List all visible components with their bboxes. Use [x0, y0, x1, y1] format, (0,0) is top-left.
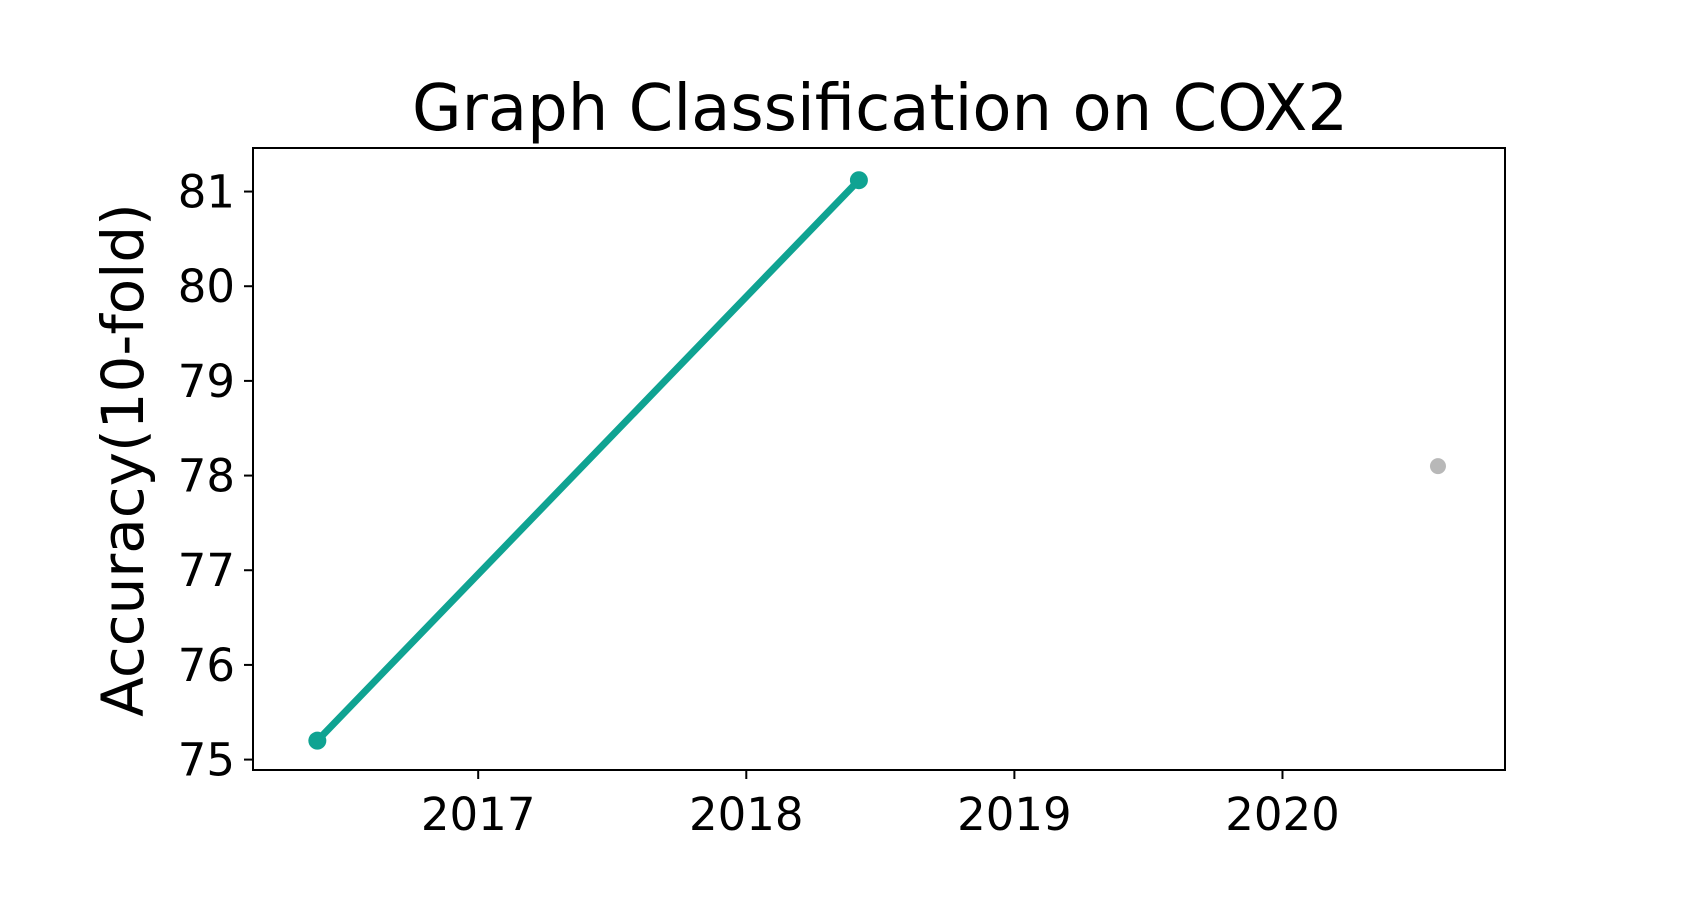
y-tick-label: 81 [178, 166, 235, 219]
x-tick-label: 2019 [957, 788, 1072, 841]
x-tick-label: 2018 [689, 788, 804, 841]
y-axis-label: Accuracy(10-fold) [89, 203, 157, 717]
y-tick-label: 80 [178, 260, 235, 313]
plot-series [308, 171, 1446, 750]
data-point [308, 731, 327, 750]
series-line [313, 176, 863, 745]
y-tick-label: 75 [178, 734, 235, 787]
y-tick-label: 79 [178, 355, 235, 408]
data-point [1429, 458, 1446, 475]
x-axis-ticks: 2017 2018 2019 2020 [421, 770, 1340, 841]
y-tick-label: 76 [178, 639, 235, 692]
x-tick-label: 2020 [1225, 788, 1340, 841]
data-point [849, 171, 868, 190]
y-axis-ticks: 75 76 77 78 79 80 81 [178, 166, 253, 787]
x-tick-label: 2017 [421, 788, 536, 841]
plot-frame [252, 147, 1506, 771]
chart-title: Graph Classification on COX2 [412, 72, 1348, 146]
y-tick-label: 78 [178, 450, 235, 503]
y-tick-label: 77 [178, 544, 235, 597]
